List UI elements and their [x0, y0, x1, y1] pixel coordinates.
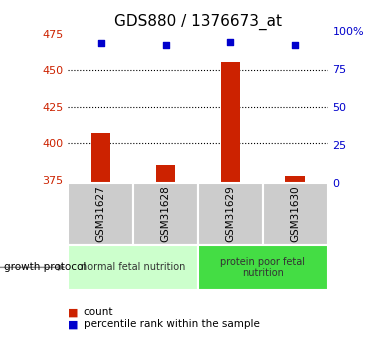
- Bar: [198, 245, 328, 290]
- Bar: [68, 245, 198, 290]
- Text: protein poor fetal
nutrition: protein poor fetal nutrition: [220, 257, 305, 278]
- Text: ■: ■: [68, 319, 79, 329]
- Point: [227, 39, 234, 45]
- Title: GDS880 / 1376673_at: GDS880 / 1376673_at: [114, 13, 282, 30]
- Text: growth protocol: growth protocol: [4, 263, 86, 272]
- Bar: [198, 183, 263, 245]
- Point: [292, 42, 298, 48]
- Point: [98, 40, 104, 46]
- Bar: [156, 165, 175, 345]
- Bar: [133, 183, 198, 245]
- Bar: [285, 176, 305, 345]
- Text: normal fetal nutrition: normal fetal nutrition: [81, 263, 185, 272]
- Text: ■: ■: [68, 307, 79, 317]
- Text: count: count: [84, 307, 113, 317]
- Text: percentile rank within the sample: percentile rank within the sample: [84, 319, 260, 329]
- Text: GSM31629: GSM31629: [225, 186, 235, 242]
- Bar: [91, 133, 110, 345]
- Bar: [68, 183, 133, 245]
- Point: [162, 42, 168, 48]
- Text: GSM31627: GSM31627: [96, 186, 106, 242]
- Text: GSM31630: GSM31630: [290, 186, 300, 242]
- Bar: [221, 62, 240, 345]
- Bar: [263, 183, 328, 245]
- Text: GSM31628: GSM31628: [161, 186, 170, 242]
